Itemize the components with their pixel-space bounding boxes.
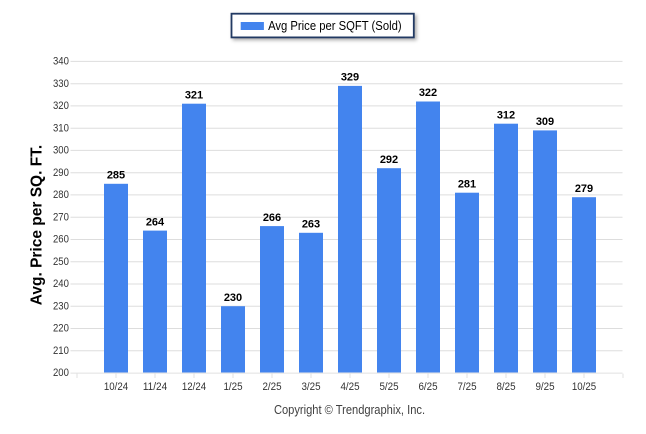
svg-text:329: 329 bbox=[341, 72, 359, 84]
svg-text:4/25: 4/25 bbox=[340, 381, 359, 393]
svg-text:320: 320 bbox=[53, 100, 69, 112]
svg-text:285: 285 bbox=[107, 170, 125, 182]
svg-text:5/25: 5/25 bbox=[379, 381, 398, 393]
svg-text:279: 279 bbox=[575, 183, 593, 195]
svg-text:280: 280 bbox=[53, 189, 69, 201]
svg-text:322: 322 bbox=[419, 87, 437, 99]
svg-text:292: 292 bbox=[380, 154, 398, 166]
svg-text:Avg. Price per SQ. FT.: Avg. Price per SQ. FT. bbox=[28, 145, 45, 306]
svg-text:8/25: 8/25 bbox=[496, 381, 515, 393]
svg-text:12/24: 12/24 bbox=[182, 381, 206, 393]
svg-text:330: 330 bbox=[53, 78, 69, 90]
svg-text:1/25: 1/25 bbox=[223, 381, 242, 393]
svg-text:264: 264 bbox=[146, 216, 165, 228]
svg-text:321: 321 bbox=[185, 89, 203, 101]
svg-text:6/25: 6/25 bbox=[418, 381, 437, 393]
svg-text:260: 260 bbox=[53, 234, 69, 246]
svg-text:266: 266 bbox=[263, 212, 281, 224]
svg-text:270: 270 bbox=[53, 211, 69, 223]
svg-text:250: 250 bbox=[53, 256, 69, 268]
svg-text:240: 240 bbox=[53, 278, 69, 290]
svg-text:Avg Price per SQFT (Sold): Avg Price per SQFT (Sold) bbox=[268, 19, 402, 33]
svg-text:312: 312 bbox=[497, 109, 515, 121]
svg-text:Copyright © Trendgraphix, Inc.: Copyright © Trendgraphix, Inc. bbox=[274, 403, 425, 417]
svg-text:281: 281 bbox=[458, 178, 476, 190]
svg-text:9/25: 9/25 bbox=[535, 381, 554, 393]
svg-text:340: 340 bbox=[53, 56, 69, 68]
svg-text:7/25: 7/25 bbox=[457, 381, 476, 393]
svg-text:309: 309 bbox=[536, 116, 554, 128]
svg-text:210: 210 bbox=[53, 345, 69, 357]
svg-text:300: 300 bbox=[53, 145, 69, 157]
svg-text:263: 263 bbox=[302, 219, 320, 231]
svg-text:220: 220 bbox=[53, 323, 69, 335]
svg-text:290: 290 bbox=[53, 167, 69, 179]
svg-text:10/25: 10/25 bbox=[572, 381, 596, 393]
svg-text:230: 230 bbox=[224, 292, 242, 304]
svg-text:3/25: 3/25 bbox=[301, 381, 320, 393]
svg-text:200: 200 bbox=[53, 367, 69, 379]
svg-text:310: 310 bbox=[53, 122, 69, 134]
svg-text:230: 230 bbox=[53, 300, 69, 312]
svg-text:10/24: 10/24 bbox=[104, 381, 128, 393]
svg-text:11/24: 11/24 bbox=[143, 381, 167, 393]
svg-text:2/25: 2/25 bbox=[262, 381, 281, 393]
